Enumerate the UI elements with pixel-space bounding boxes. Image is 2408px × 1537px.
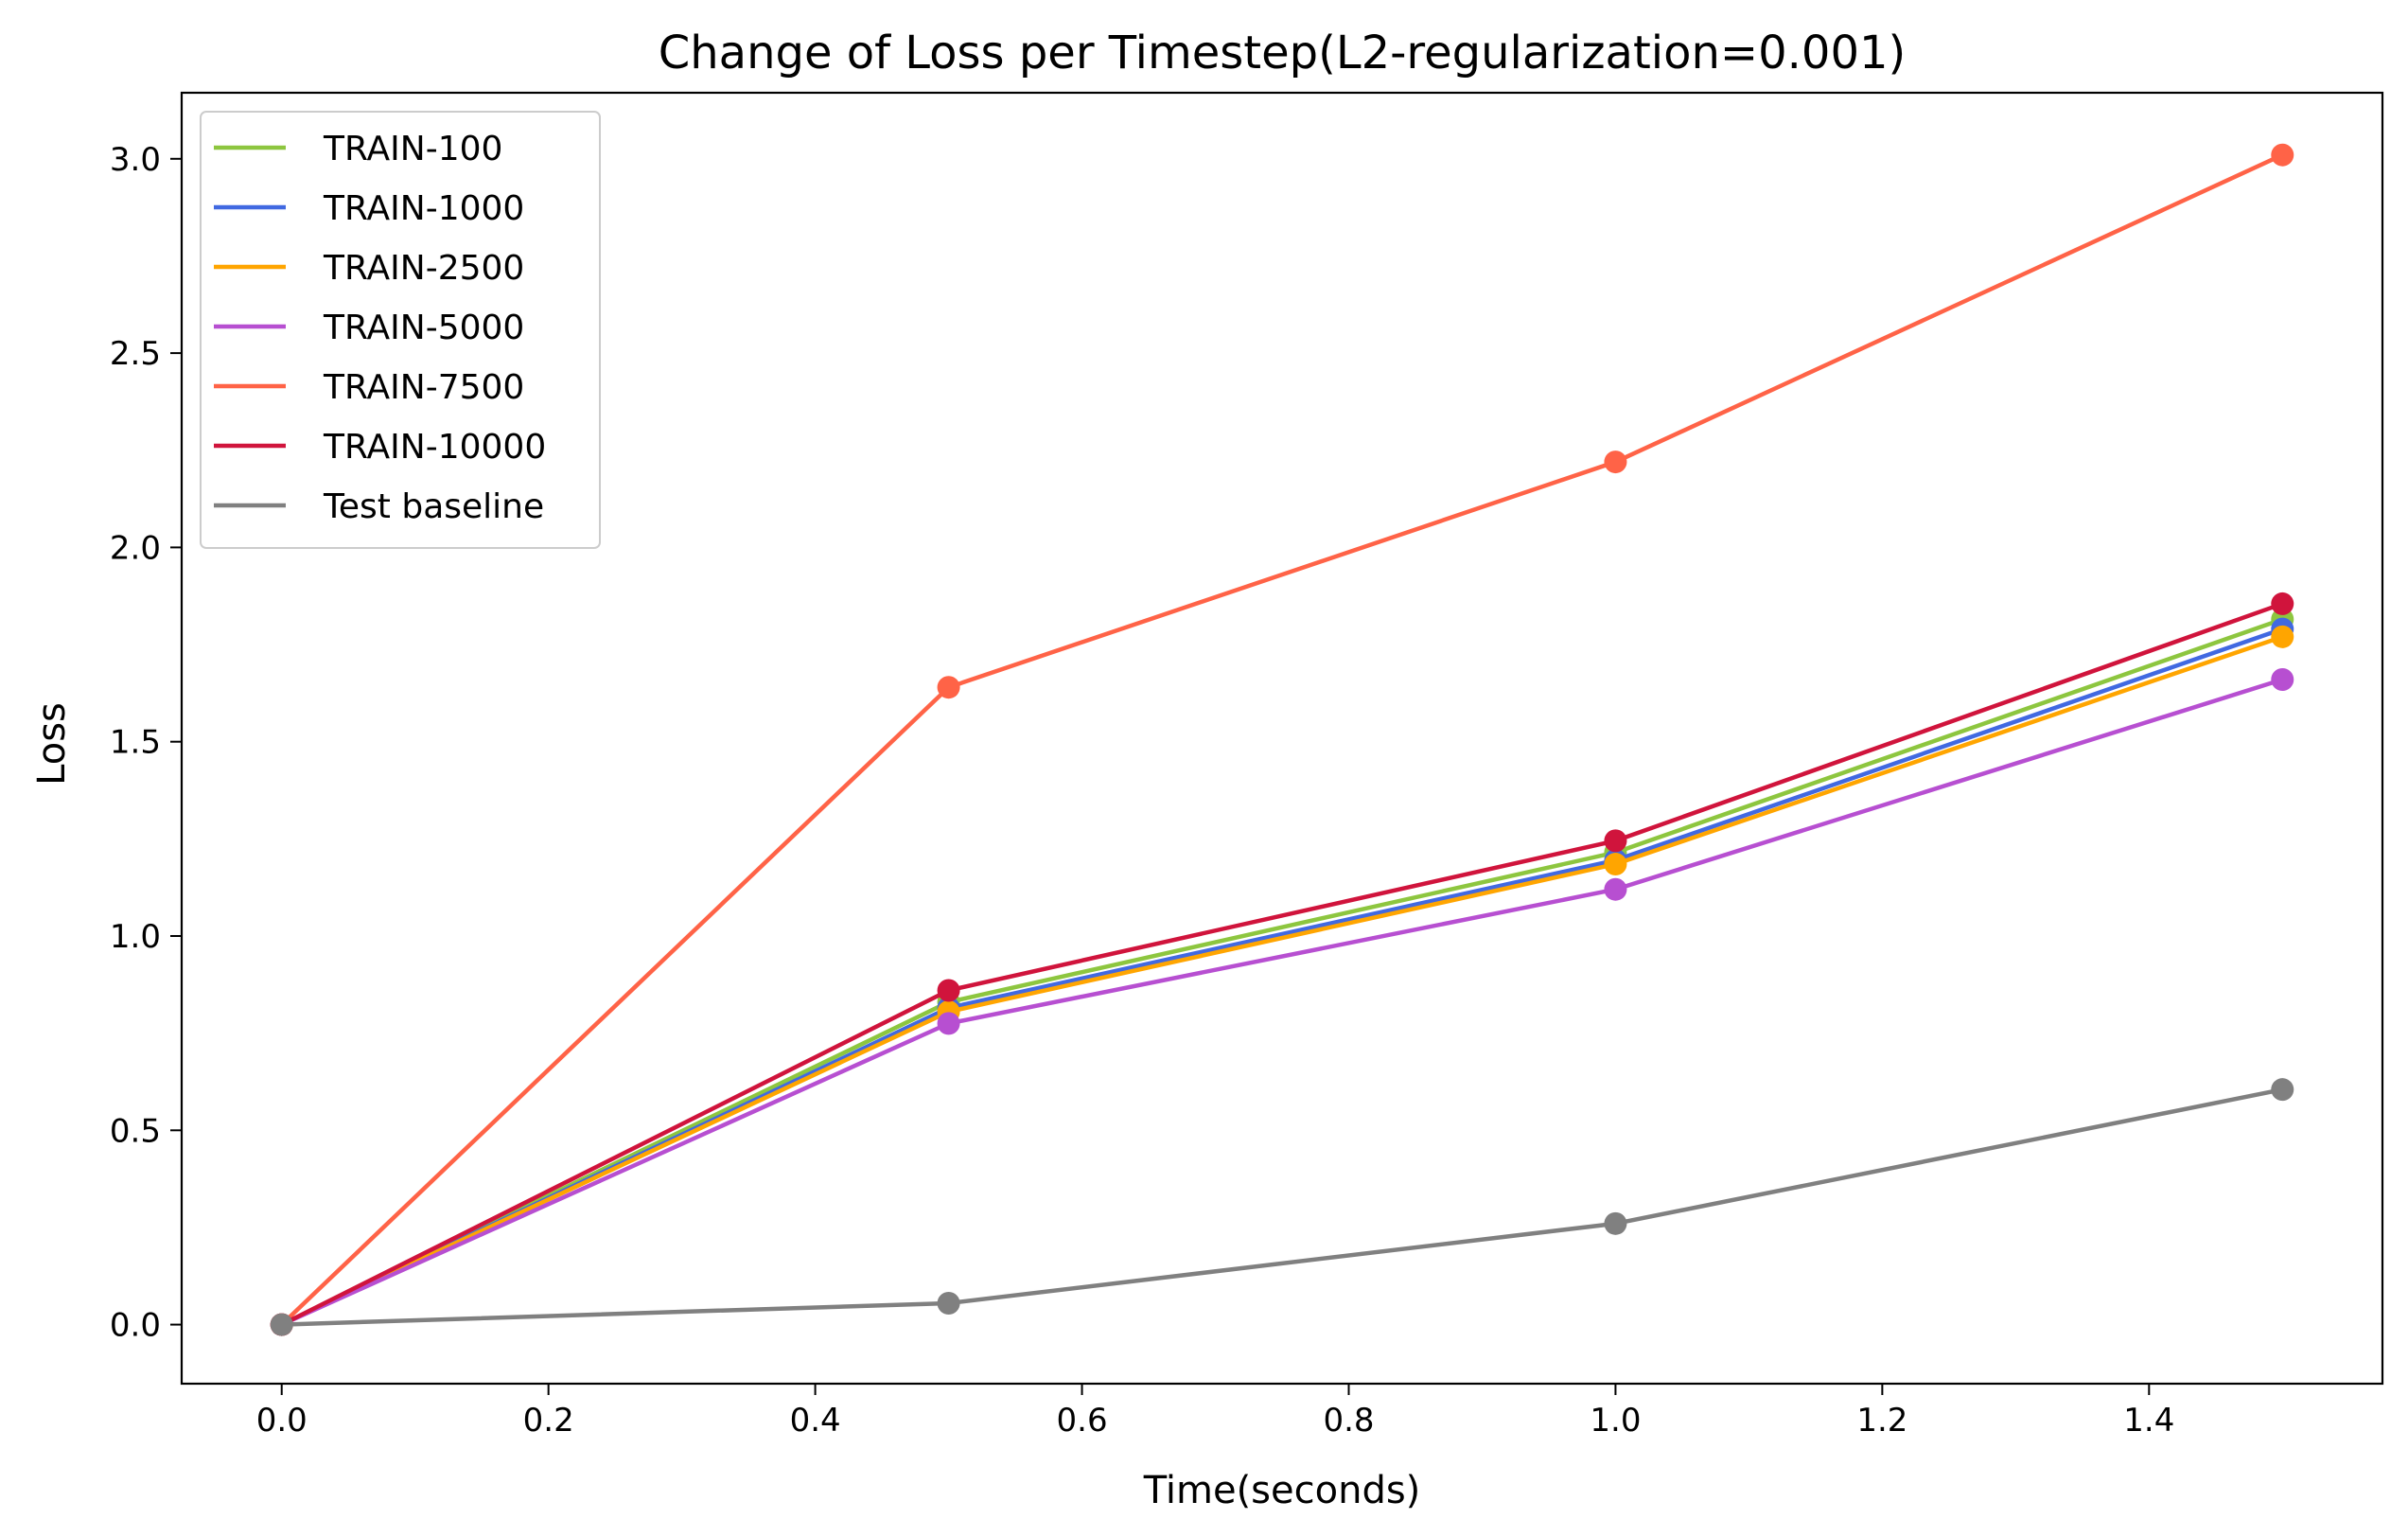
y-axis-label: Loss bbox=[30, 702, 74, 786]
y-tick-label: 3.0 bbox=[110, 141, 161, 179]
data-point bbox=[1604, 450, 1627, 474]
x-tick-label: 0.2 bbox=[523, 1402, 574, 1440]
x-axis-label: Time(seconds) bbox=[1143, 1469, 1421, 1512]
series-line bbox=[279, 677, 2285, 1327]
legend-item: TRAIN-7500 bbox=[214, 368, 524, 407]
legend-box bbox=[200, 111, 601, 549]
legend-item: TRAIN-100 bbox=[214, 130, 502, 168]
legend-label: Test baseline bbox=[323, 487, 544, 526]
legend-label: TRAIN-2500 bbox=[323, 249, 524, 288]
data-point bbox=[2271, 592, 2294, 615]
series-line bbox=[279, 601, 2285, 1327]
series-line bbox=[279, 617, 2285, 1327]
legend-label: TRAIN-1000 bbox=[323, 189, 524, 228]
data-point bbox=[1604, 1211, 1627, 1235]
plot-frame bbox=[180, 91, 2384, 1386]
data-point bbox=[937, 676, 960, 699]
data-point bbox=[1604, 829, 1627, 853]
series-train-2500 bbox=[270, 625, 2294, 1336]
legend: TRAIN-100 TRAIN-1000 TRAIN-2500 TRAIN-5000 T… bbox=[200, 111, 601, 549]
y-tick-label: 2.0 bbox=[110, 529, 161, 567]
legend-label: TRAIN-10000 bbox=[323, 428, 546, 467]
legend-item: TRAIN-10000 bbox=[214, 428, 546, 467]
series-line bbox=[279, 1086, 2285, 1327]
y-tick-label: 1.5 bbox=[110, 724, 161, 762]
legend-label: TRAIN-100 bbox=[323, 130, 502, 168]
data-point bbox=[1604, 853, 1627, 876]
data-point bbox=[270, 1313, 293, 1336]
legend-item: TRAIN-2500 bbox=[214, 249, 524, 288]
chart-title: Change of Loss per Timestep(L2-regulariz… bbox=[659, 26, 1907, 80]
y-tick-label: 2.5 bbox=[110, 335, 161, 373]
y-tick-label: 0.0 bbox=[110, 1307, 161, 1345]
x-tick-label: 0.6 bbox=[1057, 1402, 1108, 1440]
x-tick-label: 1.0 bbox=[1590, 1402, 1641, 1440]
data-point bbox=[2271, 668, 2294, 691]
legend-item: Test baseline bbox=[214, 487, 544, 526]
data-point bbox=[2271, 143, 2294, 167]
y-tick-label: 0.5 bbox=[110, 1112, 161, 1150]
x-axis-ticks: 0.0 0.2 0.4 0.6 0.8 1.0 1.2 1.4 bbox=[256, 1384, 2174, 1440]
x-tick-label: 0.0 bbox=[256, 1402, 308, 1440]
series-line bbox=[279, 152, 2285, 1327]
data-point bbox=[937, 1292, 960, 1316]
x-tick-label: 1.2 bbox=[1856, 1402, 1907, 1440]
series-layer bbox=[270, 143, 2294, 1336]
series-test-baseline bbox=[270, 1078, 2294, 1336]
data-point bbox=[937, 1012, 960, 1035]
y-axis-ticks: 0.0 0.5 1.0 1.5 2.0 2.5 3.0 bbox=[110, 141, 182, 1345]
y-tick-label: 1.0 bbox=[110, 918, 161, 956]
data-point bbox=[2271, 625, 2294, 648]
x-tick-label: 0.4 bbox=[790, 1402, 841, 1440]
legend-item: TRAIN-1000 bbox=[214, 189, 524, 228]
legend-label: TRAIN-5000 bbox=[323, 309, 524, 347]
data-point bbox=[1604, 877, 1627, 901]
data-point bbox=[937, 979, 960, 1002]
x-tick-label: 1.4 bbox=[2123, 1402, 2174, 1440]
data-point bbox=[2271, 1078, 2294, 1102]
x-tick-label: 0.8 bbox=[1323, 1402, 1374, 1440]
legend-label: TRAIN-7500 bbox=[323, 368, 524, 407]
series-line bbox=[279, 634, 2285, 1327]
legend-item: TRAIN-5000 bbox=[214, 309, 524, 347]
